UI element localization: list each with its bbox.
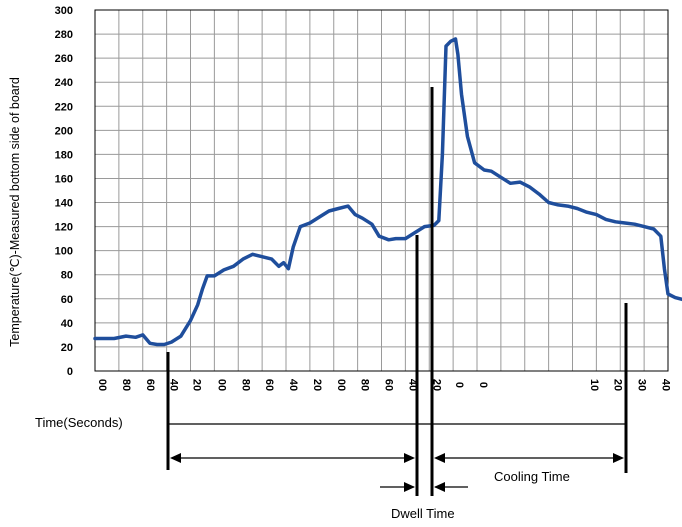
y-tick-label: 260: [55, 53, 73, 65]
y-tick-labels: 0 20 40 60 80 100 120 140 160 180 200 220 240 260 280 3…: [55, 5, 73, 378]
arrow-head: [434, 482, 445, 492]
y-tick-label: 160: [55, 173, 73, 185]
x-tick-label: 0: [453, 382, 465, 388]
x-tick-label: 60: [383, 379, 395, 391]
x-tick-label: 60: [144, 379, 156, 391]
x-tick-label: 20: [190, 379, 202, 391]
y-tick-label: 300: [55, 5, 73, 17]
y-tick-label: 200: [55, 125, 73, 137]
grid: [95, 10, 668, 371]
y-tick-label: 80: [61, 270, 73, 282]
arrow-head: [613, 453, 624, 463]
x-tick-label: 0: [477, 382, 489, 388]
x-tick-label: 30: [636, 379, 648, 391]
y-tick-label: 20: [61, 342, 73, 354]
x-axis-label: Time(Seconds): [35, 415, 123, 430]
y-tick-label: 280: [55, 29, 73, 41]
arrow-head: [170, 453, 181, 463]
x-tick-label: 20: [612, 379, 624, 391]
y-tick-label: 120: [55, 222, 73, 234]
series-line-temperature: [93, 37, 682, 347]
y-tick-label: 100: [55, 246, 73, 258]
x-tick-label: 20: [311, 379, 323, 391]
y-tick-label: 240: [55, 77, 73, 89]
cooling-time-label: Cooling Time: [494, 469, 570, 484]
x-tick-label: 00: [335, 379, 347, 391]
plot-border: [94, 9, 669, 372]
y-tick-label: 60: [61, 294, 73, 306]
x-tick-label: 00: [96, 379, 108, 391]
y-tick-label: 140: [55, 198, 73, 210]
y-tick-label: 220: [55, 101, 73, 113]
x-tick-label: 40: [287, 379, 299, 391]
x-tick-label: 80: [120, 379, 132, 391]
x-tick-label: 10: [588, 379, 600, 391]
arrow-head: [404, 482, 415, 492]
x-tick-labels: 00 80 60 40 20 00 80 60 40 20 00 80 60 40 20 0 0 10 20 30 40…: [96, 379, 671, 391]
y-tick-label: 40: [61, 318, 73, 330]
x-tick-label: 00: [215, 379, 227, 391]
y-tick-label: 0: [67, 366, 73, 378]
dwell-time-label: Dwell Time: [391, 506, 455, 521]
y-axis-label: Temperature(℃)-Measured bottom side of b…: [8, 77, 22, 347]
arrow-head: [404, 453, 415, 463]
x-tick-label: 80: [239, 379, 251, 391]
x-tick-label: 60: [263, 379, 275, 391]
x-tick-label: 80: [359, 379, 371, 391]
x-tick-label: 40: [659, 379, 671, 391]
arrow-heads: [170, 453, 624, 492]
x-tick-label: 40: [168, 379, 180, 391]
x-tick-label: 40: [406, 379, 418, 391]
y-tick-label: 180: [55, 149, 73, 161]
arrow-head: [434, 453, 445, 463]
annotation-markers: [166, 87, 628, 496]
